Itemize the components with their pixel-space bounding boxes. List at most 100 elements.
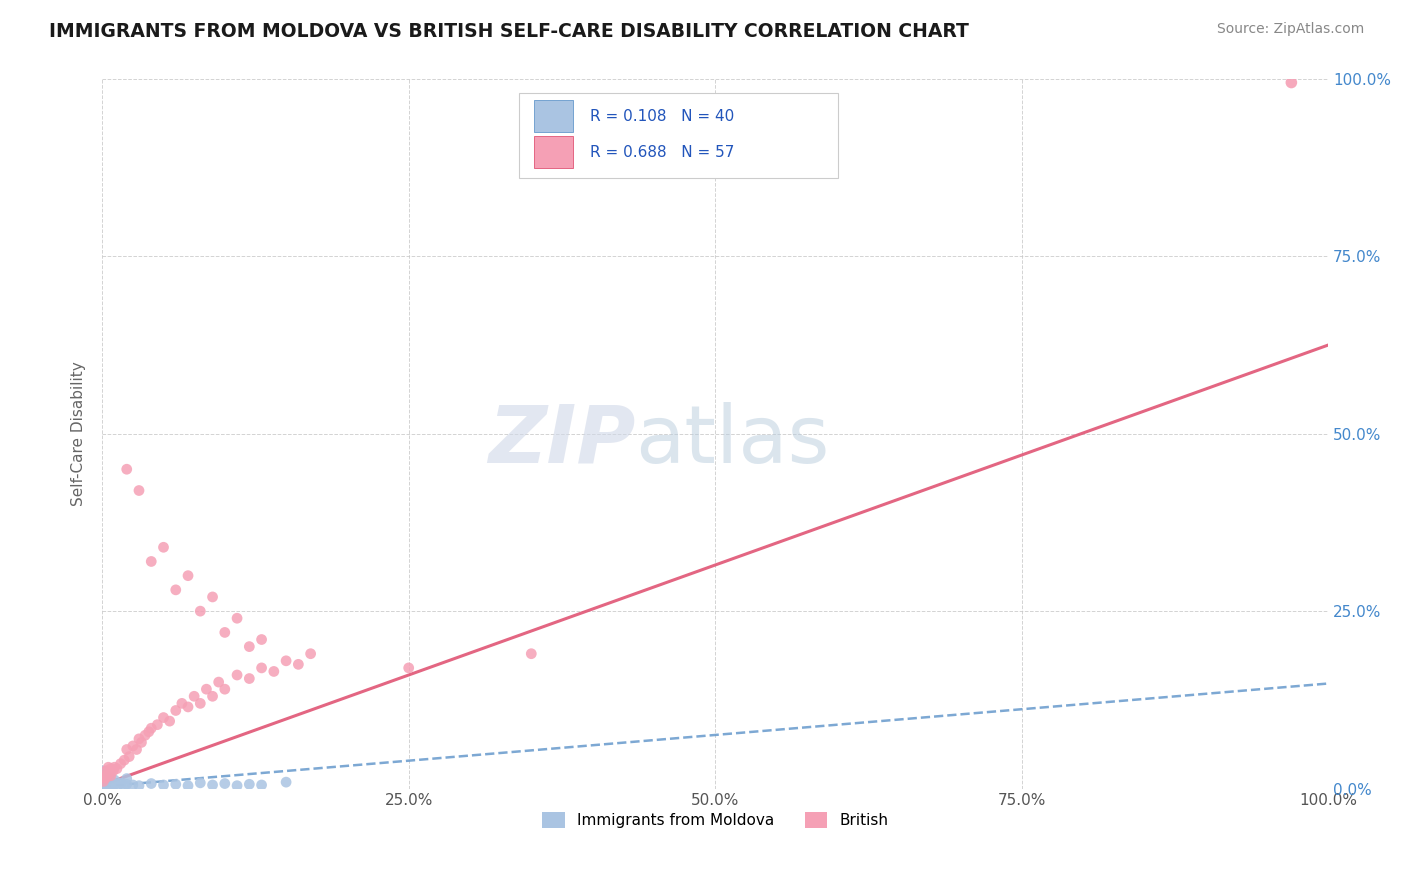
Point <box>238 640 260 654</box>
Point <box>105 779 128 793</box>
Point <box>101 775 124 789</box>
Point <box>165 582 187 597</box>
Point <box>188 697 211 711</box>
Point <box>170 697 193 711</box>
Point <box>112 753 135 767</box>
Point <box>165 777 187 791</box>
Point <box>141 776 163 790</box>
Point <box>274 775 297 789</box>
Point <box>93 780 115 794</box>
Point <box>97 771 120 785</box>
Text: IMMIGRANTS FROM MOLDOVA VS BRITISH SELF-CARE DISABILITY CORRELATION CHART: IMMIGRANTS FROM MOLDOVA VS BRITISH SELF-… <box>49 22 969 41</box>
Point <box>183 690 205 704</box>
Point <box>201 778 224 792</box>
Text: Source: ZipAtlas.com: Source: ZipAtlas.com <box>1216 22 1364 37</box>
Text: R = 0.688   N = 57: R = 0.688 N = 57 <box>591 145 734 160</box>
Point <box>97 767 120 781</box>
Point <box>94 771 117 785</box>
Point <box>398 661 420 675</box>
Point <box>214 625 236 640</box>
Point <box>97 760 120 774</box>
Point <box>188 776 211 790</box>
Point <box>226 668 249 682</box>
Point <box>115 742 138 756</box>
Point <box>138 724 160 739</box>
Point <box>274 654 297 668</box>
FancyBboxPatch shape <box>534 136 574 168</box>
Point <box>96 777 118 791</box>
Point <box>110 776 132 790</box>
Text: atlas: atlas <box>636 402 830 480</box>
Point <box>121 739 143 753</box>
Point <box>93 778 115 792</box>
Point <box>165 703 187 717</box>
Point <box>103 772 125 787</box>
Point <box>214 682 236 697</box>
Point <box>152 710 174 724</box>
Point <box>226 779 249 793</box>
Point <box>226 611 249 625</box>
Point <box>125 742 148 756</box>
Point <box>250 778 273 792</box>
Point <box>131 735 153 749</box>
Point <box>103 778 125 792</box>
Point <box>103 777 125 791</box>
Point <box>214 776 236 790</box>
Point <box>128 483 150 498</box>
Point <box>93 767 115 781</box>
Point <box>98 765 121 780</box>
Point <box>100 774 122 789</box>
Point <box>93 774 115 789</box>
Point <box>93 776 115 790</box>
Point <box>128 731 150 746</box>
Point <box>115 772 138 786</box>
Point <box>201 690 224 704</box>
Point <box>188 604 211 618</box>
Y-axis label: Self-Care Disability: Self-Care Disability <box>72 361 86 506</box>
Point <box>141 554 163 568</box>
Point <box>96 776 118 790</box>
Point <box>146 717 169 731</box>
Point <box>177 779 200 793</box>
Point <box>238 672 260 686</box>
Point <box>94 772 117 787</box>
FancyBboxPatch shape <box>534 100 574 132</box>
Point <box>201 590 224 604</box>
Point <box>105 762 128 776</box>
Text: ZIP: ZIP <box>488 402 636 480</box>
Point <box>177 568 200 582</box>
Point <box>195 682 218 697</box>
Point <box>159 714 181 728</box>
Point <box>94 780 117 794</box>
Point <box>98 779 121 793</box>
Point <box>299 647 322 661</box>
Point <box>93 778 115 792</box>
FancyBboxPatch shape <box>519 93 838 178</box>
Point <box>250 661 273 675</box>
Point <box>112 779 135 793</box>
Point <box>93 771 115 785</box>
Point <box>115 462 138 476</box>
Point <box>263 665 285 679</box>
Point <box>94 764 117 778</box>
Point <box>152 541 174 555</box>
Text: R = 0.108   N = 40: R = 0.108 N = 40 <box>591 109 734 124</box>
Point <box>287 657 309 672</box>
Point <box>152 778 174 792</box>
Point <box>100 769 122 783</box>
Point <box>94 769 117 783</box>
Point <box>208 675 231 690</box>
Point <box>115 777 138 791</box>
Legend: Immigrants from Moldova, British: Immigrants from Moldova, British <box>536 805 894 834</box>
Point <box>96 767 118 781</box>
Point <box>110 776 132 790</box>
Point <box>103 764 125 778</box>
Point <box>121 778 143 792</box>
Point <box>103 760 125 774</box>
Point <box>100 762 122 776</box>
Point <box>250 632 273 647</box>
Point <box>238 777 260 791</box>
Point <box>128 779 150 793</box>
Point <box>1279 76 1302 90</box>
Point <box>520 647 543 661</box>
